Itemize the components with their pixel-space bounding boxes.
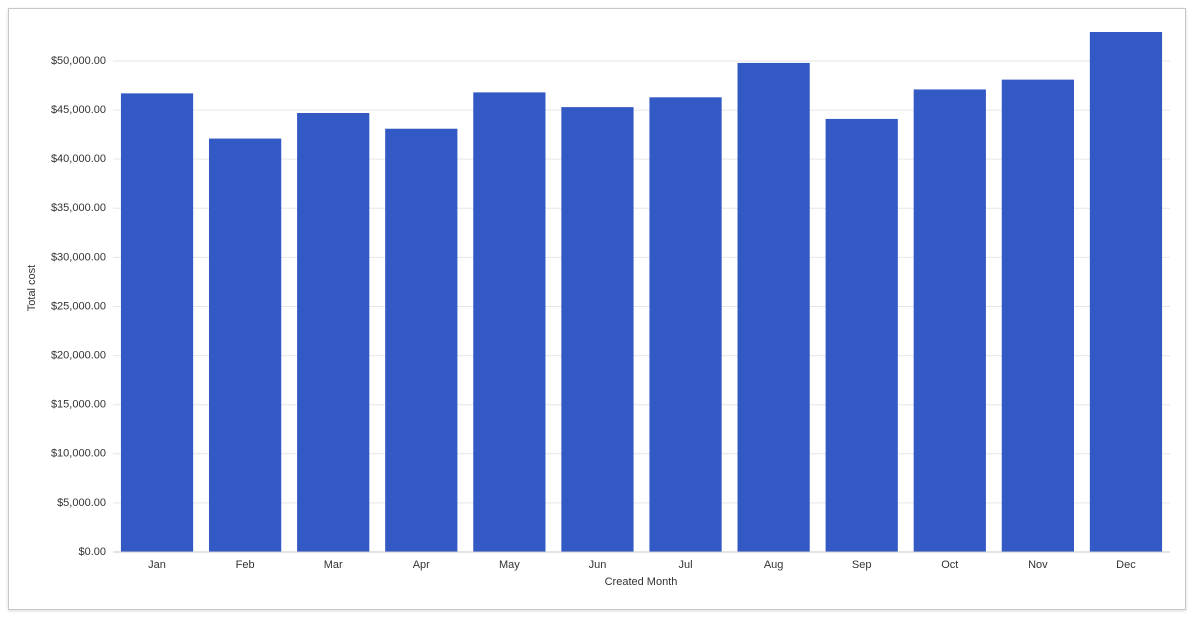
bar (1001, 79, 1074, 552)
y-tick-label: $40,000.00 (51, 153, 106, 165)
bar (120, 93, 194, 552)
bar (473, 92, 546, 553)
bar (1089, 31, 1163, 553)
y-tick-label: $50,000.00 (51, 55, 106, 67)
bar (913, 89, 986, 553)
y-tick-label: $20,000.00 (51, 349, 106, 361)
x-tick-label: Aug (764, 559, 784, 571)
y-tick-label: $10,000.00 (51, 448, 106, 460)
x-tick-label: Oct (941, 559, 958, 571)
bar (737, 62, 810, 552)
bar (561, 107, 634, 552)
y-tick-label: $30,000.00 (51, 251, 106, 263)
x-tick-label: Jun (589, 559, 607, 571)
y-axis-title: Total cost (26, 265, 38, 311)
bar (297, 113, 370, 552)
bar (209, 138, 282, 553)
y-tick-label: $45,000.00 (51, 104, 106, 116)
x-tick-label: May (499, 559, 520, 571)
x-tick-label: Feb (236, 559, 255, 571)
x-tick-label: Nov (1028, 559, 1048, 571)
y-tick-label: $25,000.00 (51, 300, 106, 312)
x-tick-label: Sep (852, 559, 872, 571)
x-tick-label: Mar (324, 559, 343, 571)
y-tick-label: $5,000.00 (57, 497, 106, 509)
x-axis-title: Created Month (605, 576, 678, 588)
x-tick-label: Jul (679, 559, 693, 571)
bar (385, 128, 458, 553)
y-tick-label: $0.00 (78, 546, 106, 558)
x-tick-label: Jan (148, 559, 166, 571)
x-tick-label: Dec (1116, 559, 1136, 571)
bar (825, 118, 898, 552)
x-tick-label: Apr (413, 559, 430, 571)
bar (649, 97, 722, 552)
y-tick-label: $35,000.00 (51, 202, 106, 214)
y-tick-label: $15,000.00 (51, 399, 106, 411)
